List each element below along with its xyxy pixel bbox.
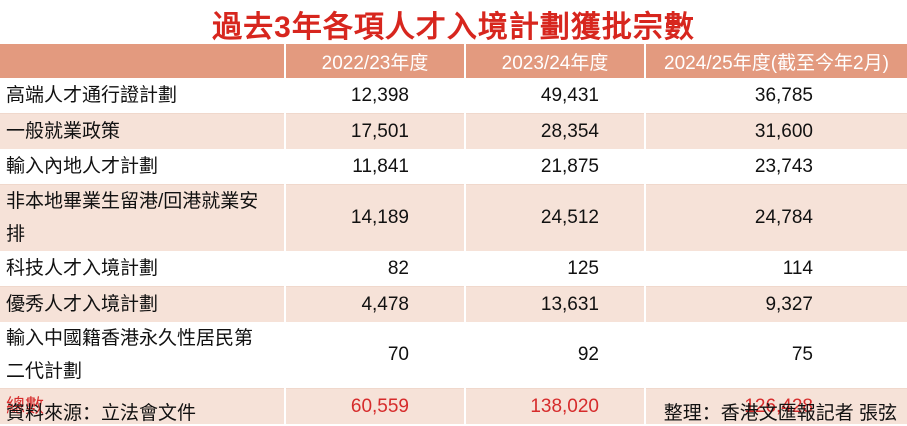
- value-cell: 9,327: [644, 286, 907, 322]
- value-cell: 92: [464, 322, 645, 389]
- header-cell: 2023/24年度: [464, 44, 645, 78]
- value-cell: 12,398: [284, 78, 465, 114]
- value-cell: 14,189: [284, 184, 465, 251]
- row: 輸入內地人才計劃 11,841 21,875 23,743: [0, 149, 907, 185]
- total-row: 總數 60,559 138,020 126,428: [0, 388, 907, 424]
- value-cell: 82: [284, 251, 465, 287]
- total-value: 126,428: [644, 388, 907, 424]
- row: 一般就業政策 17,501 28,354 31,600: [0, 113, 907, 149]
- value-cell: 125: [464, 251, 645, 287]
- credit: 整理：香港文匯報記者 張弦: [663, 403, 897, 424]
- row: 非本地畢業生留港/回港就業安排 14,189 24,512 24,784: [0, 184, 907, 251]
- value-cell: 28,354: [464, 113, 645, 149]
- value-cell: 24,512: [464, 184, 645, 251]
- label-cell: 高端人才通行證計劃: [0, 78, 285, 114]
- title: 過去3年各項人才入境計劃獲批宗數: [212, 11, 695, 44]
- label-cell: 輸入中國籍香港永久性居民第二代計劃: [0, 322, 285, 389]
- table: 2022/23年度 2023/24年度 2024/25年度(截至今年2月) 高端人才通…: [0, 44, 907, 424]
- total-value: 60,559: [284, 388, 465, 424]
- label-cell: 優秀人才入境計劃: [0, 286, 285, 322]
- row: 優秀人才入境計劃 4,478 13,631 9,327: [0, 286, 907, 322]
- value-cell: 23,743: [644, 149, 907, 185]
- value-cell: 75: [644, 322, 907, 389]
- header-cell: 2022/23年度: [284, 44, 465, 78]
- header-row: 2022/23年度 2023/24年度 2024/25年度(截至今年2月): [0, 44, 907, 78]
- value-cell: 114: [644, 251, 907, 287]
- label-cell: 非本地畢業生留港/回港就業安排: [0, 184, 285, 251]
- value-cell: 21,875: [464, 149, 645, 185]
- label-cell: 輸入內地人才計劃: [0, 149, 285, 185]
- value-cell: 17,501: [284, 113, 465, 149]
- total-value: 138,020: [464, 388, 645, 424]
- value-cell: 36,785: [644, 78, 907, 114]
- value-cell: 4,478: [284, 286, 465, 322]
- header-cell: [0, 44, 285, 78]
- source: 資料來源：立法會文件: [6, 403, 197, 424]
- label-cell: 一般就業政策: [0, 113, 285, 149]
- header-cell: 2024/25年度(截至今年2月): [644, 44, 907, 78]
- value-cell: 49,431: [464, 78, 645, 114]
- label-cell: 科技人才入境計劃: [0, 251, 285, 287]
- value-cell: 24,784: [644, 184, 907, 251]
- value-cell: 31,600: [644, 113, 907, 149]
- value-cell: 70: [284, 322, 465, 389]
- total-label: 總數: [0, 388, 285, 424]
- row: 高端人才通行證計劃 12,398 49,431 36,785: [0, 78, 907, 114]
- value-cell: 13,631: [464, 286, 645, 322]
- value-cell: 11,841: [284, 149, 465, 185]
- row: 輸入中國籍香港永久性居民第二代計劃 70 92 75: [0, 322, 907, 389]
- row: 科技人才入境計劃 82 125 114: [0, 251, 907, 287]
